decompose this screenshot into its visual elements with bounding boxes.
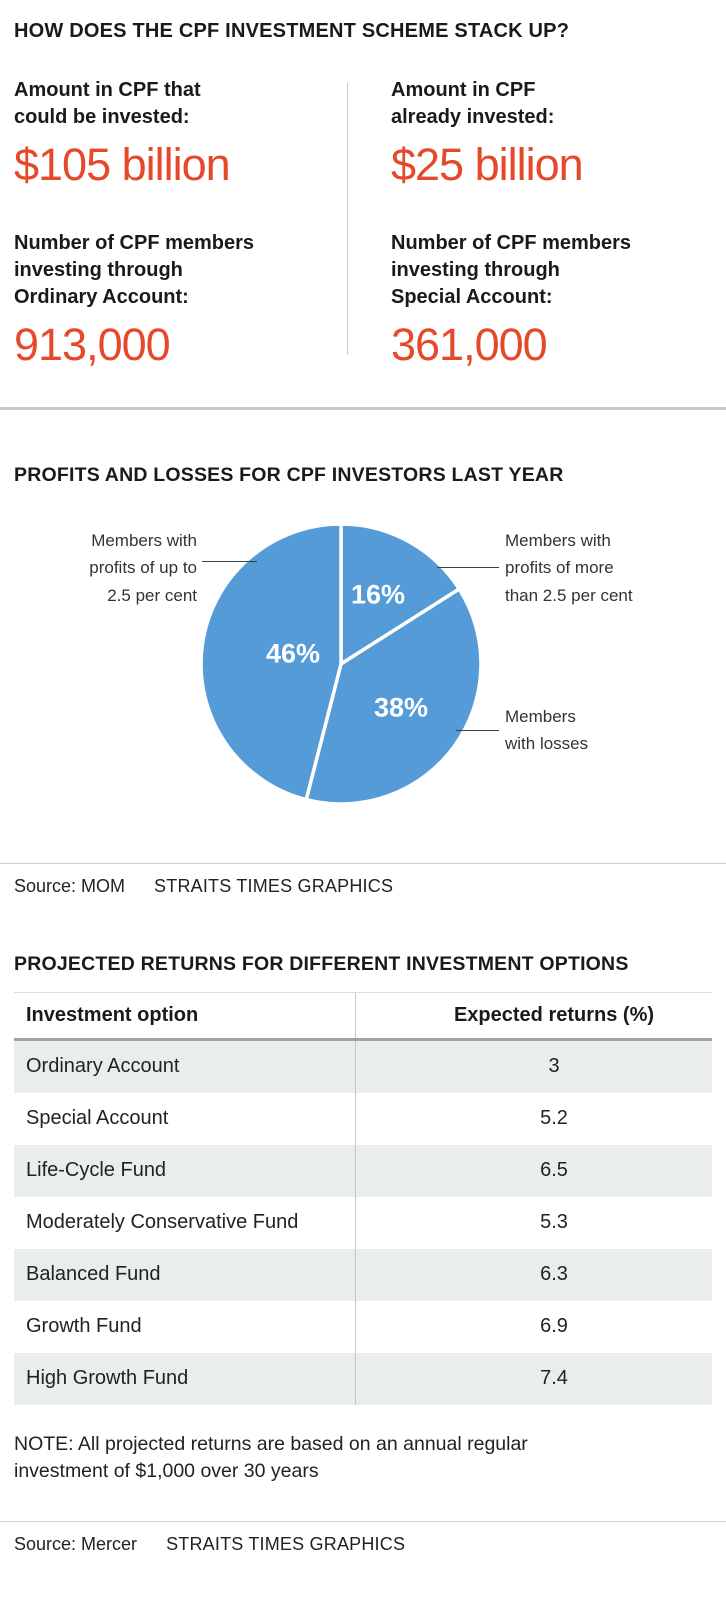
graphics-credit: STRAITS TIMES GRAPHICS bbox=[154, 875, 394, 896]
table-cell-option: Ordinary Account bbox=[26, 1055, 180, 1077]
stat-already-invested: Amount in CPF already invested: $25 bill… bbox=[363, 77, 712, 188]
stat-value: 913,000 bbox=[14, 319, 171, 371]
pie-callout-profits-up-to: Members with profits of up to 2.5 per ce… bbox=[89, 530, 197, 605]
pie-chart-svg bbox=[199, 521, 483, 806]
table-cell-return: 5.3 bbox=[355, 1196, 712, 1249]
table-row: Ordinary Account 3 bbox=[14, 1040, 712, 1093]
pie-percent-label: 16% bbox=[350, 579, 406, 609]
table-cell-return: 6.3 bbox=[355, 1248, 712, 1301]
source-label: Source: Mercer bbox=[14, 1534, 138, 1555]
pie-section-heading: PROFITS AND LOSSES FOR CPF INVESTORS LAS… bbox=[14, 463, 564, 486]
stats-grid: Amount in CPF that could be invested: $1… bbox=[0, 77, 726, 369]
note-text: NOTE: All projected returns are based on… bbox=[14, 1432, 528, 1482]
table-cell-option: Growth Fund bbox=[26, 1315, 142, 1337]
stat-label: Number of CPF members investing through … bbox=[391, 232, 632, 309]
stat-value: 361,000 bbox=[391, 319, 548, 371]
page-title: HOW DOES THE CPF INVESTMENT SCHEME STACK… bbox=[14, 20, 570, 42]
table-cell-option: High Growth Fund bbox=[26, 1367, 189, 1389]
table-cell-return: 5.2 bbox=[355, 1092, 712, 1145]
table-cell-option: Special Account bbox=[26, 1107, 169, 1129]
pie-callout-losses: Members with losses bbox=[505, 706, 589, 754]
pie-slice bbox=[304, 586, 483, 806]
pie-callout-profits-more-than: Members with profits of more than 2.5 pe… bbox=[505, 530, 633, 605]
leader-line bbox=[437, 566, 499, 568]
leader-line bbox=[456, 729, 499, 731]
source-divider bbox=[0, 1521, 726, 1523]
table-row: Special Account 5.2 bbox=[14, 1092, 712, 1145]
stat-label: Amount in CPF that could be invested: bbox=[14, 79, 201, 128]
pie-chart: 16% 38% 46% Members with profits of up t… bbox=[0, 495, 726, 819]
stat-value: $25 billion bbox=[391, 139, 584, 190]
table-header-row: Investment option Expected returns (%) bbox=[14, 991, 712, 1041]
pie-slice bbox=[199, 521, 343, 801]
table-row: Moderately Conservative Fund 5.3 bbox=[14, 1196, 712, 1249]
stat-label: Amount in CPF already invested: bbox=[391, 79, 555, 128]
table-header-returns: Expected returns (%) bbox=[355, 992, 712, 1038]
table-cell-option: Life-Cycle Fund bbox=[26, 1159, 167, 1181]
leader-line bbox=[202, 560, 257, 562]
table-cell-return: 6.9 bbox=[355, 1300, 712, 1353]
pie-percent-label: 46% bbox=[265, 638, 321, 668]
source-label: Source: MOM bbox=[14, 875, 126, 896]
stats-column-divider bbox=[347, 83, 348, 355]
table-cell-option: Balanced Fund bbox=[26, 1263, 161, 1285]
section-divider bbox=[0, 406, 726, 410]
source-line-mom: Source: MOM STRAITS TIMES GRAPHICS bbox=[0, 864, 726, 909]
pie-slice bbox=[339, 521, 461, 666]
table-row: Balanced Fund 6.3 bbox=[14, 1248, 712, 1301]
table-cell-return: 6.5 bbox=[355, 1144, 712, 1197]
returns-table: Investment option Expected returns (%) O… bbox=[14, 991, 712, 1405]
graphics-credit: STRAITS TIMES GRAPHICS bbox=[166, 1534, 406, 1555]
table-cell-option: Moderately Conservative Fund bbox=[26, 1211, 299, 1233]
stat-ordinary-account-members: Number of CPF members investing through … bbox=[14, 230, 363, 368]
table-cell-return: 7.4 bbox=[355, 1352, 712, 1405]
source-line-mercer: Source: Mercer STRAITS TIMES GRAPHICS bbox=[0, 1522, 726, 1567]
stat-could-be-invested: Amount in CPF that could be invested: $1… bbox=[14, 77, 363, 188]
table-row: High Growth Fund 7.4 bbox=[14, 1352, 712, 1405]
table-cell-return: 3 bbox=[355, 1040, 712, 1093]
table-row: Life-Cycle Fund 6.5 bbox=[14, 1144, 712, 1197]
table-header-option: Investment option bbox=[26, 1003, 199, 1026]
source-divider bbox=[0, 862, 726, 864]
stat-special-account-members: Number of CPF members investing through … bbox=[363, 230, 712, 368]
stat-value: $105 billion bbox=[14, 139, 231, 190]
pie-percent-label: 38% bbox=[373, 692, 429, 722]
table-section-heading: PROJECTED RETURNS FOR DIFFERENT INVESTME… bbox=[14, 952, 629, 975]
table-row: Growth Fund 6.9 bbox=[14, 1300, 712, 1353]
stat-label: Number of CPF members investing through … bbox=[14, 232, 255, 309]
